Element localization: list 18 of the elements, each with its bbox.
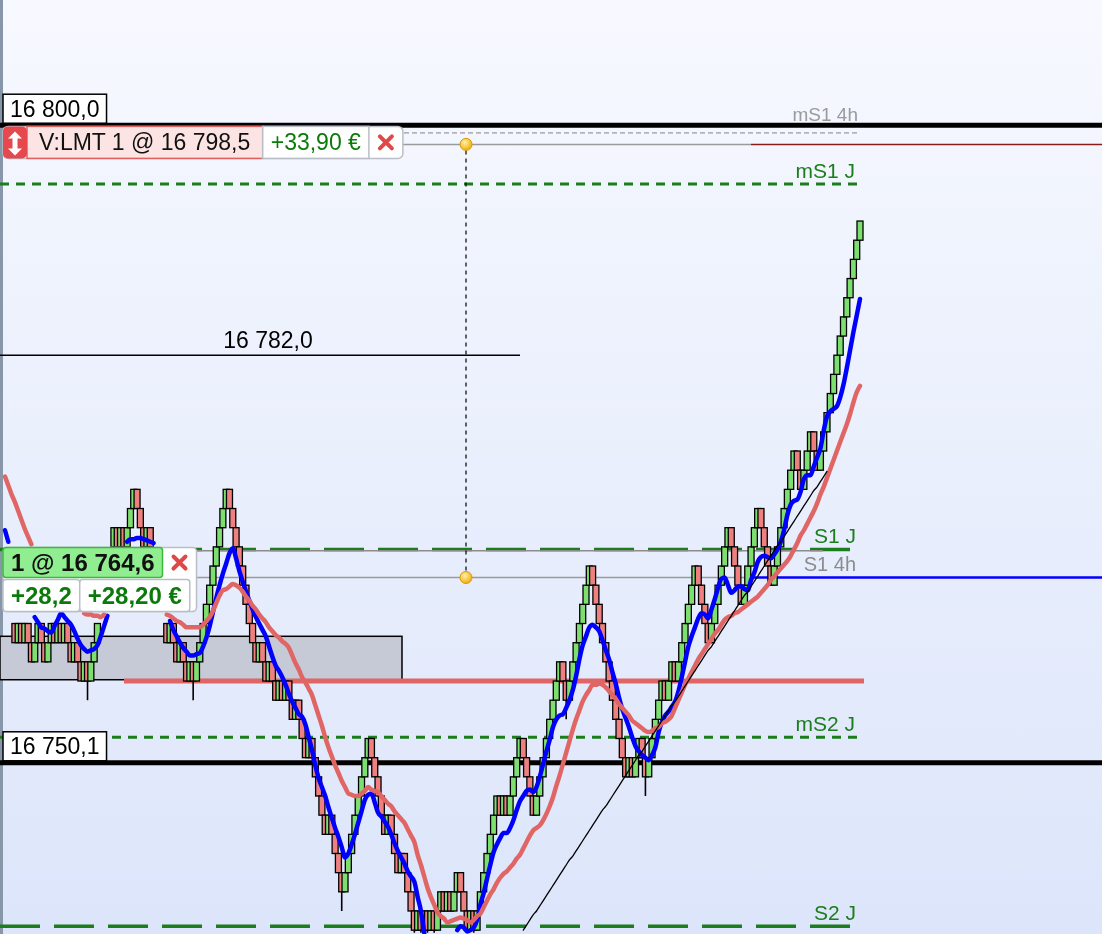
annotation: +33,90 €: [270, 129, 362, 156]
price-tag: 16 750,1: [2, 731, 108, 762]
ref-line-label: S1 4h: [803, 552, 856, 575]
ref-line-label: 1 @ 16 764,6: [11, 549, 155, 577]
price-tag: 16 800,0: [2, 93, 108, 124]
ref-line-label: 16 800,0: [10, 95, 100, 122]
annotation: +28,20 €: [87, 582, 182, 610]
ref-line-label: mS2 J: [795, 712, 855, 736]
annotation: +28,2: [11, 582, 72, 610]
order-ticket: V:LMT 1 @ 16 798,5 +33,90 €: [2, 125, 404, 160]
order-ticket: 1 @ 16 764,6 +28,2 +28,20 €: [2, 546, 198, 613]
ref-line-label: S2 J: [813, 901, 856, 925]
ref-line-label: 16 782,0: [223, 327, 313, 354]
ref-line-label: 16 750,1: [10, 733, 100, 760]
ref-line-label: mS1 J: [795, 158, 855, 182]
ref-line-label: S1 J: [813, 524, 856, 548]
ref-line-label: V:LMT 1 @ 16 798,5: [39, 129, 251, 156]
ref-line-label: mS1 4h: [792, 103, 858, 125]
